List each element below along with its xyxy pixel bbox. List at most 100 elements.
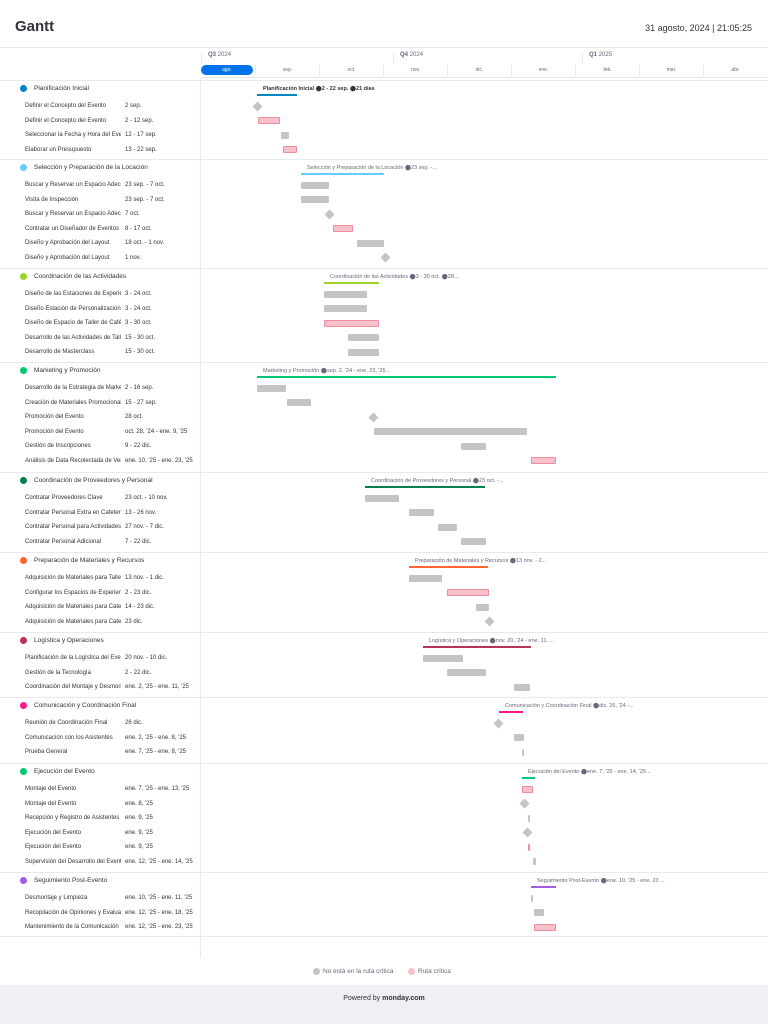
- critical-task-bar[interactable]: [333, 225, 353, 232]
- task-name[interactable]: Diseño de Espacio de Taller de Café: [25, 320, 121, 326]
- task-bar[interactable]: [447, 669, 486, 676]
- milestone-diamond[interactable]: [493, 718, 504, 728]
- group-summary-bar[interactable]: [301, 173, 384, 175]
- month-0[interactable]: ago.: [201, 65, 253, 75]
- task-bar[interactable]: [348, 348, 379, 356]
- task-name[interactable]: Adquisición de Materiales para Caterings: [25, 618, 121, 625]
- task-name[interactable]: Coordinación del Montaje y Desmontaje: [25, 684, 121, 690]
- task-name[interactable]: Planificación de la Logística del Evento: [25, 655, 121, 661]
- task-name[interactable]: Diseño de las Estaciones de Experiencia: [25, 291, 121, 297]
- critical-task-bar[interactable]: [324, 319, 379, 327]
- task-name[interactable]: Recepción y Registro de Asistentes: [25, 815, 120, 821]
- task-name[interactable]: Diseño y Aprobación del Layout: [25, 240, 110, 246]
- task-bar[interactable]: [409, 509, 434, 516]
- task-name[interactable]: Definir el Concepto del Evento: [25, 117, 107, 124]
- critical-task-bar[interactable]: [283, 146, 297, 153]
- task-name[interactable]: Gestión de la Tecnología: [25, 669, 91, 676]
- task-bar[interactable]: [357, 239, 384, 247]
- task-name[interactable]: Buscar y Reservar un Espacio Adecuado: [25, 182, 121, 188]
- critical-task-bar[interactable]: [522, 785, 533, 793]
- month-5[interactable]: ene.: [511, 65, 575, 75]
- milestone-diamond[interactable]: [368, 412, 379, 422]
- task-name[interactable]: Contratar Personal para Actividades: [25, 524, 121, 530]
- task-bar[interactable]: [531, 894, 533, 902]
- critical-task-bar[interactable]: [531, 457, 556, 464]
- milestone-diamond[interactable]: [522, 827, 533, 838]
- task-name[interactable]: Adquisición de Materiales para Talleres: [25, 575, 121, 581]
- task-name[interactable]: Contratar Personal Adicional: [25, 538, 102, 545]
- task-name[interactable]: Desarrollo de las Actividades de Taller: [25, 334, 121, 341]
- month-3[interactable]: nov.: [383, 65, 447, 75]
- task-name[interactable]: Mantenimiento de la Comunicación: [25, 924, 119, 930]
- task-name[interactable]: Seleccionar la Fecha y Hora del Evento: [25, 132, 121, 138]
- critical-task-bar[interactable]: [258, 117, 280, 124]
- task-bar[interactable]: [514, 734, 524, 741]
- task-bar[interactable]: [461, 538, 486, 545]
- group-summary-bar[interactable]: [257, 94, 297, 96]
- task-name[interactable]: Buscar y Reservar un Espacio Adecuado: [25, 211, 121, 217]
- group-summary-bar[interactable]: [365, 486, 485, 488]
- task-name[interactable]: Adquisición de Materiales para Caterings: [25, 604, 121, 610]
- month-1[interactable]: sep.: [255, 65, 319, 75]
- milestone-diamond[interactable]: [324, 209, 335, 219]
- task-bar[interactable]: [281, 131, 289, 139]
- task-name[interactable]: Comunicación con los Asistentes: [25, 734, 113, 741]
- task-name[interactable]: Desmontaje y Limpieza: [25, 895, 88, 901]
- month-4[interactable]: dic.: [447, 65, 511, 75]
- task-name[interactable]: Análisis de Data Recolectada de Ventas: [25, 457, 121, 464]
- group-summary-bar[interactable]: [324, 282, 379, 284]
- task-bar[interactable]: [423, 654, 463, 662]
- task-name[interactable]: Definir el Concepto del Evento: [25, 103, 107, 109]
- task-name[interactable]: Creación de Materiales Promocionales: [25, 399, 121, 406]
- group-summary-bar[interactable]: [423, 646, 531, 648]
- month-2[interactable]: oct.: [319, 65, 383, 75]
- milestone-diamond[interactable]: [519, 798, 530, 809]
- month-6[interactable]: feb.: [575, 65, 639, 75]
- task-name[interactable]: Promoción del Evento: [25, 428, 84, 435]
- task-bar[interactable]: [533, 858, 536, 865]
- task-name[interactable]: Montaje del Evento: [25, 800, 77, 807]
- task-bar[interactable]: [257, 384, 286, 392]
- task-bar[interactable]: [522, 748, 524, 756]
- critical-task-bar[interactable]: [528, 843, 530, 851]
- task-name[interactable]: Ejecución del Evento: [25, 829, 82, 836]
- task-name[interactable]: Contratar un Diseñador de Eventos: [25, 225, 120, 232]
- task-name[interactable]: Prueba General: [25, 749, 68, 755]
- task-bar[interactable]: [409, 574, 442, 582]
- milestone-diamond[interactable]: [380, 252, 391, 263]
- task-name[interactable]: Ejecución del Evento: [25, 844, 82, 850]
- task-bar[interactable]: [528, 814, 530, 822]
- task-bar[interactable]: [438, 523, 457, 531]
- task-bar[interactable]: [324, 290, 367, 298]
- task-name[interactable]: Desarrollo de la Estrategia de Marketing: [25, 385, 121, 391]
- task-name[interactable]: Elaborar un Presupuesto: [25, 146, 92, 153]
- critical-task-bar[interactable]: [534, 923, 556, 931]
- task-name[interactable]: Desarrollo de Masterclass: [25, 349, 95, 355]
- month-7[interactable]: mar.: [639, 65, 703, 75]
- task-bar[interactable]: [476, 603, 489, 611]
- task-name[interactable]: Visita de Inspección: [25, 196, 79, 203]
- task-bar[interactable]: [374, 428, 527, 435]
- task-name[interactable]: Supervisión del Desarrollo del Evento: [25, 858, 121, 865]
- task-bar[interactable]: [287, 399, 311, 406]
- task-bar[interactable]: [365, 494, 399, 502]
- task-name[interactable]: Configurar los Espacios de Experiencia: [25, 589, 121, 596]
- group-summary-bar[interactable]: [499, 711, 523, 713]
- task-name[interactable]: Montaje del Evento: [25, 786, 77, 792]
- task-bar[interactable]: [534, 909, 544, 916]
- task-bar[interactable]: [461, 442, 486, 450]
- task-name[interactable]: Gestión de Inscripciones: [25, 443, 91, 449]
- task-name[interactable]: Reunión de Coordinación Final: [25, 720, 108, 726]
- brand-link[interactable]: monday.com: [382, 995, 425, 1002]
- group-summary-bar[interactable]: [257, 376, 556, 378]
- group-summary-bar[interactable]: [531, 886, 556, 888]
- task-bar[interactable]: [301, 196, 329, 203]
- task-bar[interactable]: [348, 334, 379, 341]
- task-bar[interactable]: [324, 305, 367, 312]
- task-name[interactable]: Contratar Proveedores Clave: [25, 495, 103, 501]
- month-8[interactable]: abr.: [703, 65, 767, 75]
- task-bar[interactable]: [301, 181, 329, 189]
- task-bar[interactable]: [514, 683, 530, 691]
- task-name[interactable]: Diseño Estación de Personalización: [25, 305, 121, 312]
- group-summary-bar[interactable]: [409, 566, 488, 568]
